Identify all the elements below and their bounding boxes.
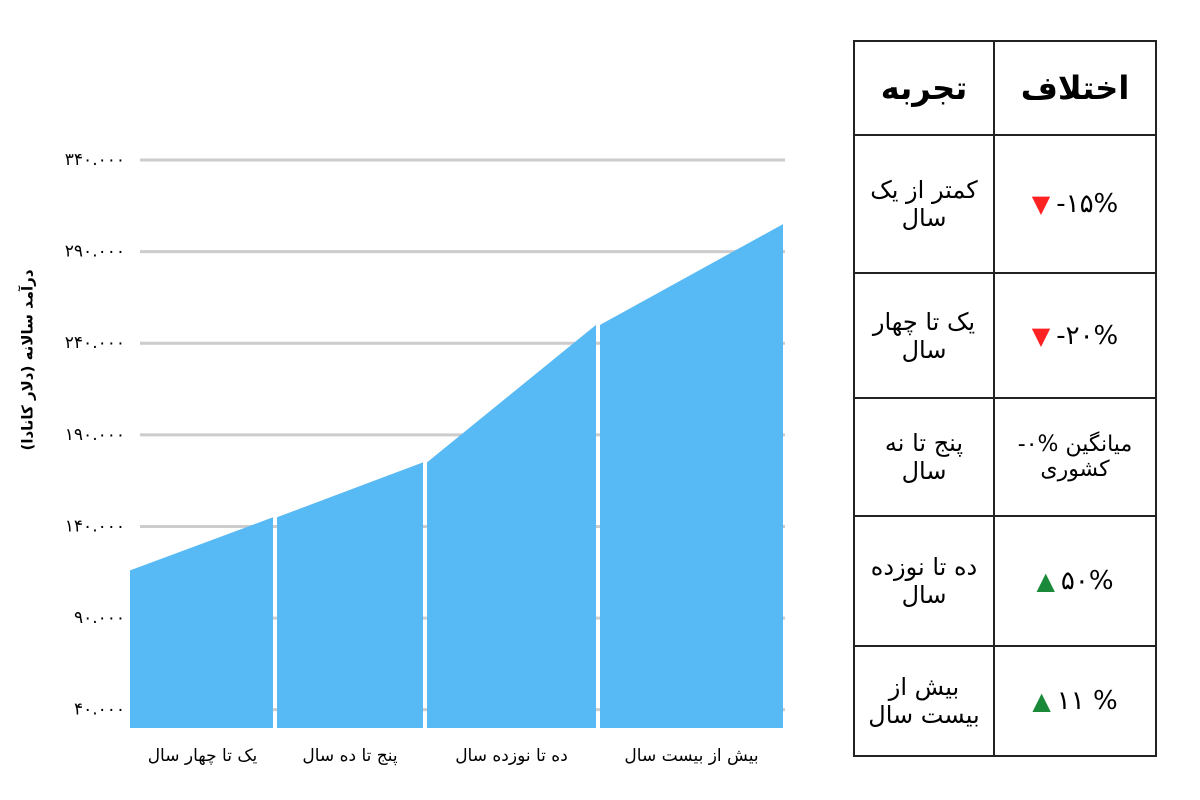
experience: ده تا نوزده سال (853, 515, 995, 647)
y-tick-label: ۱۴۰.۰۰۰ (65, 516, 125, 536)
area-segment (600, 224, 783, 728)
trend-icon: ▼ (1031, 190, 1051, 218)
difference: ۵۰% (1060, 566, 1114, 596)
x-tick-label: ده تا نوزده سال (455, 746, 568, 766)
y-tick-label: ۲۴۰.۰۰۰ (65, 333, 125, 353)
difference-cell: ▼ -۱۵% (993, 134, 1157, 274)
area-segment (130, 517, 273, 728)
difference-cell: میانگین %۰- کشوری (993, 397, 1157, 517)
difference-cell: ▲ ۵۰% (993, 515, 1157, 647)
area-segment (277, 462, 423, 728)
experience: کمتر از یک سال (853, 134, 995, 274)
trend-icon: ▼ (1031, 321, 1051, 350)
difference-cell: ▲ ۱۱ % (993, 645, 1157, 757)
trend-icon: ▲ (1036, 567, 1055, 595)
table-row: ده تا نوزده سال ▲ ۵۰% (853, 515, 1157, 647)
x-tick-label: پنج تا ده سال (302, 746, 397, 766)
x-tick-label: یک تا چهار سال (148, 746, 258, 766)
table-row: یک تا چهار سال ▼ -۲۰% (853, 272, 1157, 399)
header: اختلاف (993, 40, 1157, 136)
table-row: پنج تا نه سال میانگین %۰- کشوری (853, 397, 1157, 517)
trend-icon: ▲ (1032, 687, 1051, 715)
experience: یک تا چهار سال (853, 272, 995, 399)
table-row: بیش از بیست سال ▲ ۱۱ % (853, 645, 1157, 757)
y-axis-label: درآمد سالانه (دلار کانادا) (19, 269, 37, 450)
difference: ۱۱ % (1056, 686, 1118, 716)
experience: بیش از بیست سال (853, 645, 995, 757)
difference: میانگین %۰- کشوری (1017, 432, 1133, 482)
table-row: کمتر از یک سال ▼ -۱۵% (853, 134, 1157, 274)
chart: درآمد سالانه (دلار کانادا) ۴۰.۰۰۰ ۹۰.۰۰۰ ۱… (19, 150, 785, 766)
table: تجربه اختلاف کمتر از یک سال ▼ -۱۵% یک تا چها… (853, 40, 1157, 757)
x-tick-label: بیش از بیست سال (624, 746, 758, 766)
difference: -۲۰% (1056, 320, 1119, 351)
area-segment (427, 324, 596, 728)
header: تجربه (853, 40, 995, 136)
y-tick-label: ۹۰.۰۰۰ (74, 608, 125, 628)
y-tick-label: ۳۴۰.۰۰۰ (65, 150, 125, 170)
y-tick-label: ۲۹۰.۰۰۰ (65, 242, 125, 262)
y-tick-label: ۱۹۰.۰۰۰ (65, 425, 125, 445)
y-tick-label: ۴۰.۰۰۰ (74, 700, 125, 720)
difference: -۱۵% (1056, 189, 1119, 219)
experience: پنج تا نه سال (853, 397, 995, 517)
difference-cell: ▼ -۲۰% (993, 272, 1157, 399)
